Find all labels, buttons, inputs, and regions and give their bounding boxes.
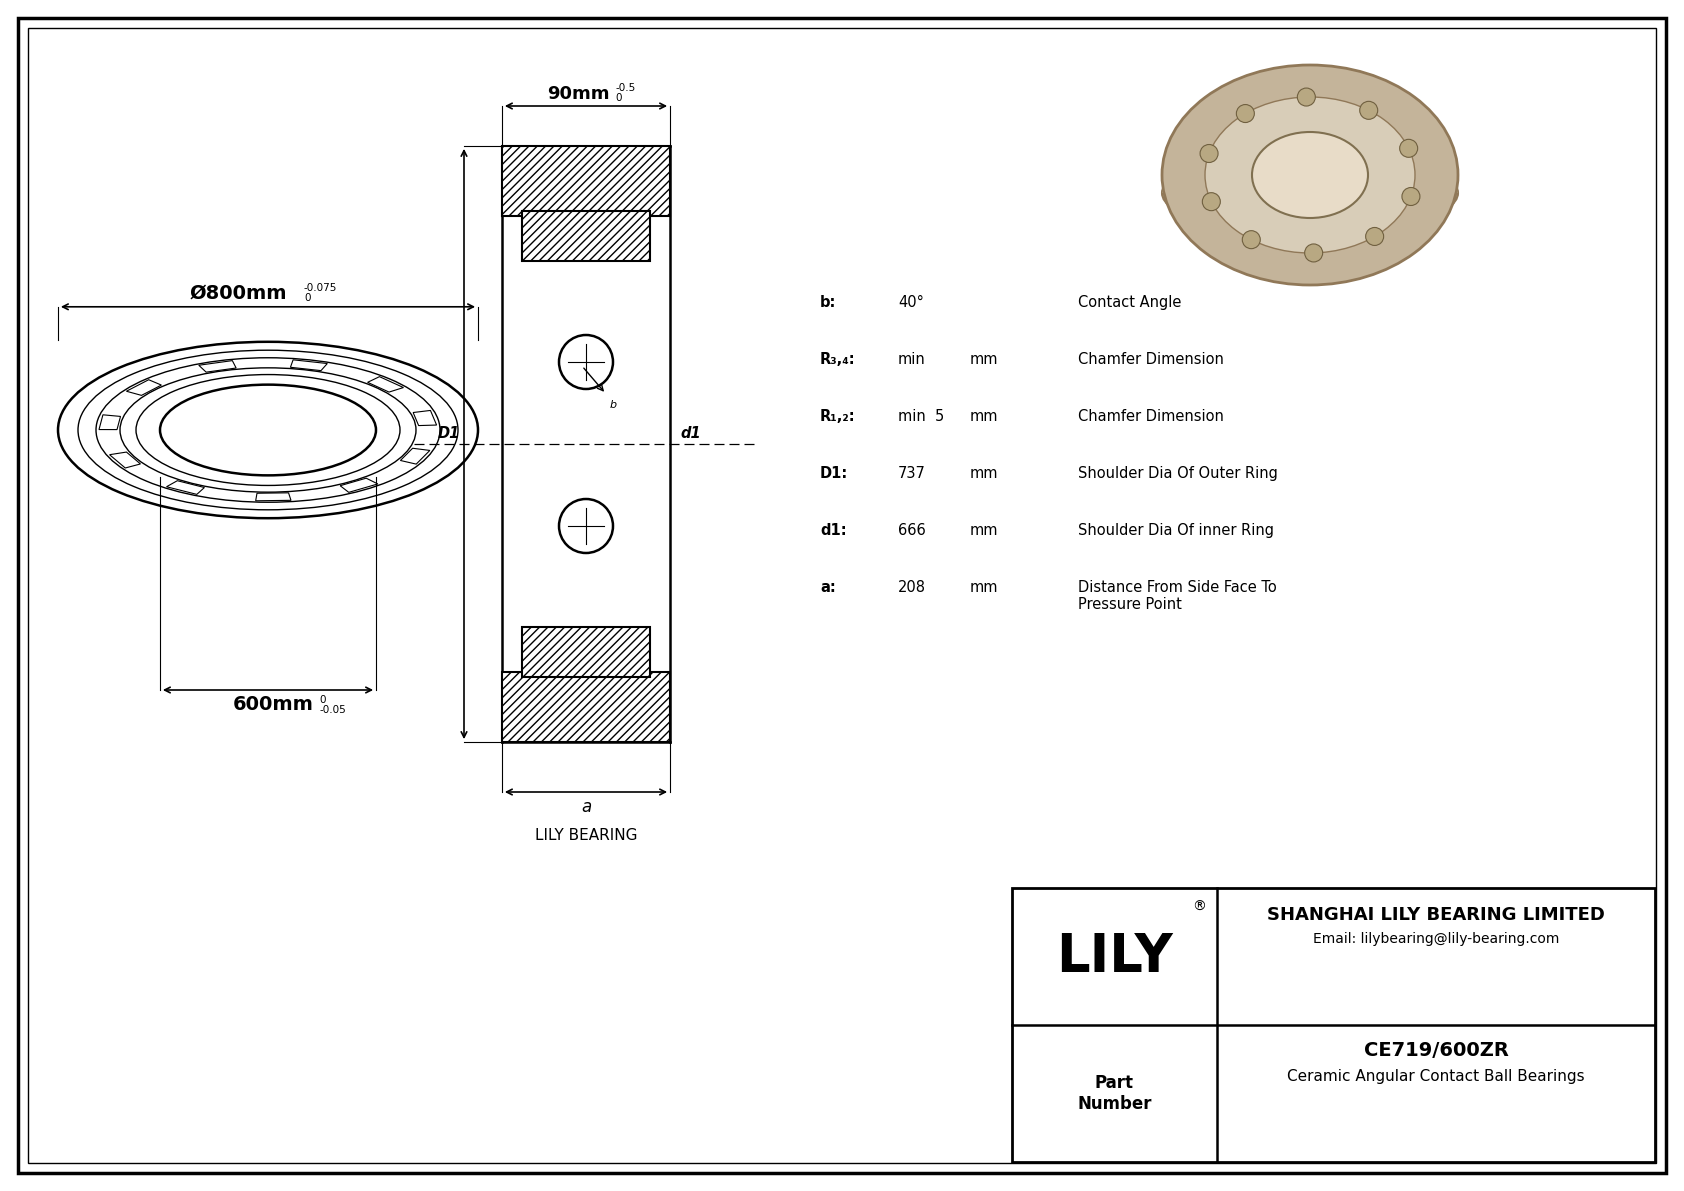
Text: D1:: D1: [820, 466, 849, 481]
Text: 666: 666 [898, 523, 926, 538]
Text: LILY: LILY [1056, 930, 1172, 983]
Text: ®: ® [1192, 900, 1206, 913]
Text: 0: 0 [305, 293, 310, 303]
Circle shape [559, 499, 613, 553]
Text: min: min [898, 353, 926, 367]
Text: min  5: min 5 [898, 409, 945, 424]
Text: -0.5: -0.5 [615, 83, 635, 93]
Polygon shape [1162, 175, 1458, 193]
Bar [1012, 888, 1655, 1162]
Ellipse shape [1162, 151, 1458, 235]
Text: a:: a: [820, 580, 835, 596]
Text: R₁: R₁ [504, 148, 515, 158]
Text: Shoulder Dia Of inner Ring: Shoulder Dia Of inner Ring [1078, 523, 1275, 538]
Text: LILY BEARING: LILY BEARING [536, 828, 637, 843]
Text: R₂: R₂ [630, 224, 640, 233]
Circle shape [1359, 101, 1378, 119]
Text: R₄: R₄ [657, 160, 669, 169]
Bar [502, 672, 670, 742]
Text: Chamfer Dimension: Chamfer Dimension [1078, 409, 1224, 424]
Text: R₂: R₂ [512, 160, 522, 169]
Text: mm: mm [970, 409, 999, 424]
Text: D1: D1 [438, 426, 460, 441]
Text: d1:: d1: [820, 523, 847, 538]
Text: R₁,₂:: R₁,₂: [820, 409, 855, 424]
Ellipse shape [1162, 66, 1458, 285]
Text: mm: mm [970, 580, 999, 596]
Text: mm: mm [970, 523, 999, 538]
Text: Contact Angle: Contact Angle [1078, 295, 1182, 310]
Circle shape [1243, 231, 1260, 249]
Text: R₁: R₁ [524, 213, 536, 223]
Text: a: a [581, 798, 591, 816]
Circle shape [559, 335, 613, 389]
Text: 600mm: 600mm [232, 696, 313, 713]
Text: -0.05: -0.05 [318, 705, 345, 715]
Circle shape [1305, 244, 1322, 262]
Circle shape [1236, 105, 1255, 123]
Text: R₂: R₂ [532, 224, 542, 233]
Ellipse shape [1206, 96, 1415, 252]
Circle shape [1366, 227, 1384, 245]
Text: R₃: R₃ [648, 148, 660, 158]
Text: mm: mm [970, 353, 999, 367]
Text: b:: b: [820, 295, 837, 310]
Text: Chamfer Dimension: Chamfer Dimension [1078, 353, 1224, 367]
Text: R₃,₄:: R₃,₄: [820, 353, 855, 367]
Text: 90mm: 90mm [547, 85, 610, 102]
Text: Distance From Side Face To
Pressure Point: Distance From Side Face To Pressure Poin… [1078, 580, 1276, 612]
Text: 40°: 40° [898, 295, 925, 310]
Text: Ø800mm: Ø800mm [189, 283, 286, 303]
Text: d1: d1 [680, 426, 701, 441]
Circle shape [1202, 193, 1221, 211]
Bar [502, 146, 670, 216]
Circle shape [1201, 144, 1218, 162]
Text: Ceramic Angular Contact Ball Bearings: Ceramic Angular Contact Ball Bearings [1287, 1070, 1585, 1084]
Text: Shoulder Dia Of Outer Ring: Shoulder Dia Of Outer Ring [1078, 466, 1278, 481]
Circle shape [1297, 88, 1315, 106]
Circle shape [1403, 187, 1420, 206]
Text: 0: 0 [615, 93, 621, 102]
Text: b: b [610, 400, 616, 410]
Text: -0.075: -0.075 [305, 282, 337, 293]
Text: SHANGHAI LILY BEARING LIMITED: SHANGHAI LILY BEARING LIMITED [1266, 906, 1605, 924]
Bar [522, 626, 650, 676]
Text: CE719/600ZR: CE719/600ZR [1364, 1041, 1509, 1060]
Text: Email: lilybearing@lily-bearing.com: Email: lilybearing@lily-bearing.com [1314, 933, 1559, 946]
Bar [522, 211, 650, 261]
Text: 208: 208 [898, 580, 926, 596]
Circle shape [1399, 139, 1418, 157]
Text: R₁: R₁ [637, 213, 648, 223]
Text: Part
Number: Part Number [1078, 1074, 1152, 1112]
Ellipse shape [1251, 132, 1367, 218]
Text: mm: mm [970, 466, 999, 481]
Text: 0: 0 [318, 696, 325, 705]
Text: 737: 737 [898, 466, 926, 481]
